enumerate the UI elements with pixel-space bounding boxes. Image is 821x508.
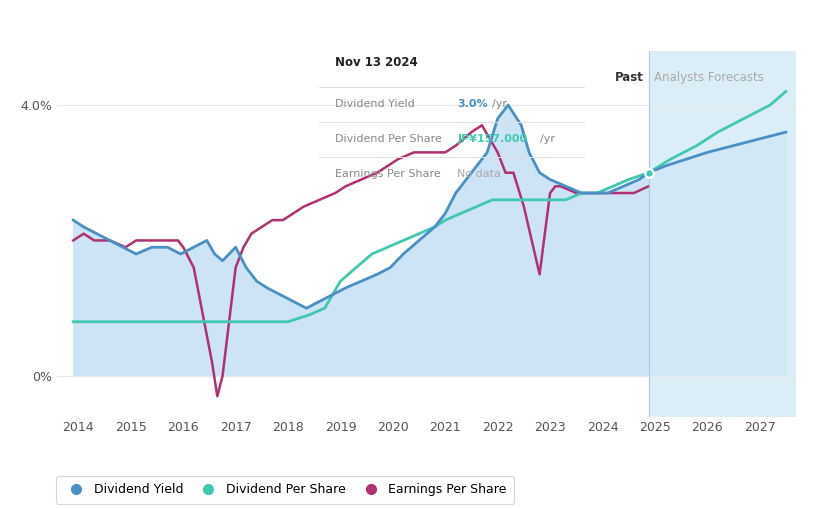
Text: /yr: /yr: [540, 135, 555, 144]
Legend: Dividend Yield, Dividend Per Share, Earnings Per Share: Dividend Yield, Dividend Per Share, Earn…: [57, 475, 514, 503]
Bar: [649, 51, 796, 417]
Text: Dividend Per Share: Dividend Per Share: [335, 135, 442, 144]
Text: /yr: /yr: [492, 100, 507, 109]
Text: Past: Past: [614, 71, 644, 84]
Text: Dividend Yield: Dividend Yield: [335, 100, 415, 109]
Text: No data: No data: [457, 169, 501, 179]
Text: Nov 13 2024: Nov 13 2024: [335, 56, 417, 70]
Text: 3.0%: 3.0%: [457, 100, 488, 109]
Text: Analysts Forecasts: Analysts Forecasts: [654, 71, 764, 84]
Text: Earnings Per Share: Earnings Per Share: [335, 169, 440, 179]
Text: JP¥157.000: JP¥157.000: [457, 135, 527, 144]
